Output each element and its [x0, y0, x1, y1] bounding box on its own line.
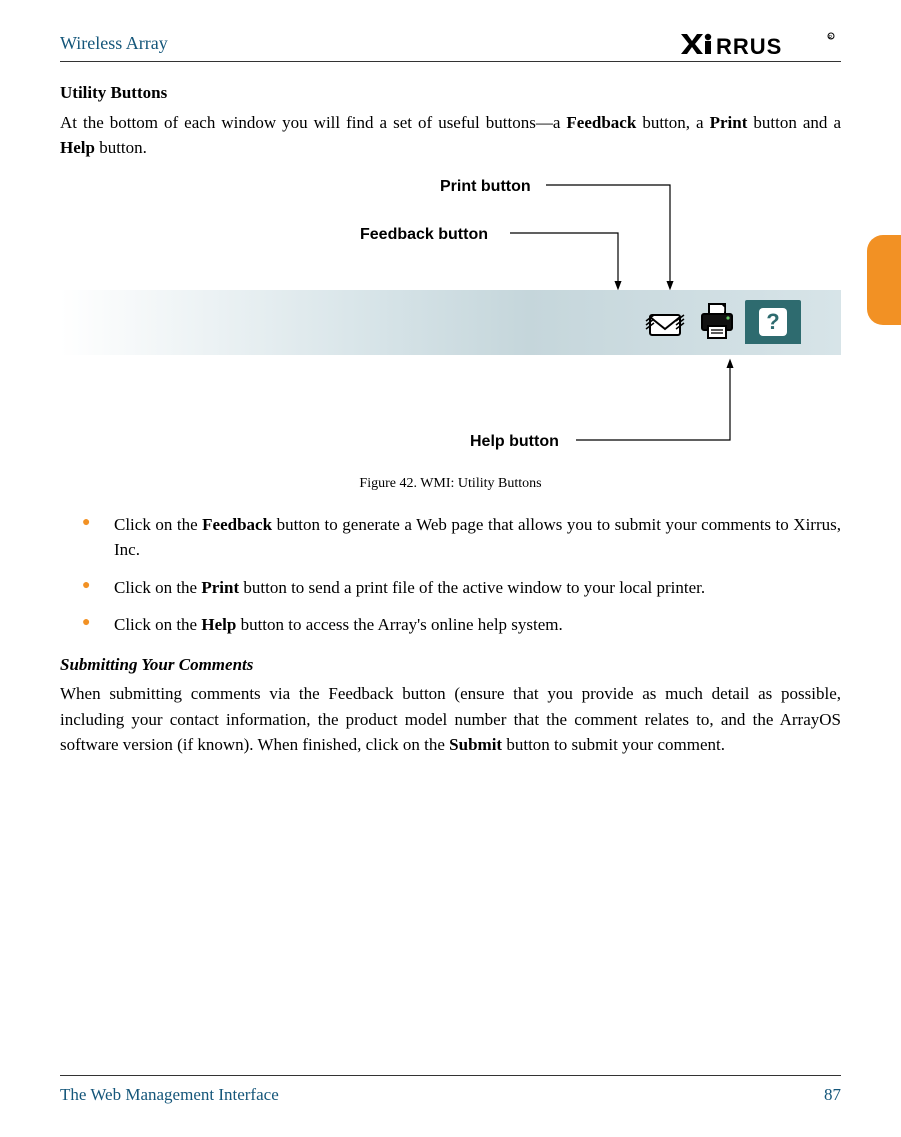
- intro-bold-feedback: Feedback: [566, 113, 636, 132]
- figure-utility-buttons: Print button Feedback button Help button: [60, 175, 841, 465]
- list-item: Click on the Feedback button to generate…: [60, 512, 841, 563]
- sub-paragraph: When submitting comments via the Feedbac…: [60, 681, 841, 758]
- help-button[interactable]: ?: [745, 300, 801, 344]
- svg-text:R: R: [829, 35, 833, 41]
- page-tab: [867, 235, 901, 325]
- feedback-button[interactable]: [641, 300, 689, 344]
- intro-text: button.: [95, 138, 147, 157]
- brand-logo: RRUS R: [681, 32, 841, 56]
- list-item: Click on the Help button to access the A…: [60, 612, 841, 638]
- page-footer: The Web Management Interface 87: [60, 1075, 841, 1108]
- question-icon: ?: [759, 308, 787, 336]
- intro-text: At the bottom of each window you will fi…: [60, 113, 566, 132]
- print-button[interactable]: [693, 300, 741, 344]
- envelope-icon: [644, 303, 686, 341]
- section-heading: Utility Buttons: [60, 80, 841, 106]
- bullet-list: Click on the Feedback button to generate…: [60, 512, 841, 638]
- printer-icon: [696, 302, 738, 342]
- footer-title: The Web Management Interface: [60, 1082, 279, 1108]
- callout-print-label: Print button: [440, 175, 531, 199]
- page-header: Wireless Array RRUS R: [60, 30, 841, 62]
- callout-feedback-label: Feedback button: [360, 223, 488, 247]
- intro-bold-print: Print: [710, 113, 748, 132]
- intro-text: button and a: [747, 113, 841, 132]
- intro-bold-help: Help: [60, 138, 95, 157]
- header-title: Wireless Array: [60, 30, 168, 57]
- callout-help-label: Help button: [470, 430, 559, 454]
- page-number: 87: [824, 1082, 841, 1108]
- document-page: Wireless Array RRUS R Utility Buttons At…: [0, 0, 901, 1137]
- list-item: Click on the Print button to send a prin…: [60, 575, 841, 601]
- intro-paragraph: At the bottom of each window you will fi…: [60, 110, 841, 161]
- svg-text:RRUS: RRUS: [716, 34, 782, 56]
- sub-heading: Submitting Your Comments: [60, 652, 841, 678]
- intro-text: button, a: [636, 113, 709, 132]
- utility-toolbar: ?: [60, 290, 841, 355]
- figure-caption: Figure 42. WMI: Utility Buttons: [60, 473, 841, 494]
